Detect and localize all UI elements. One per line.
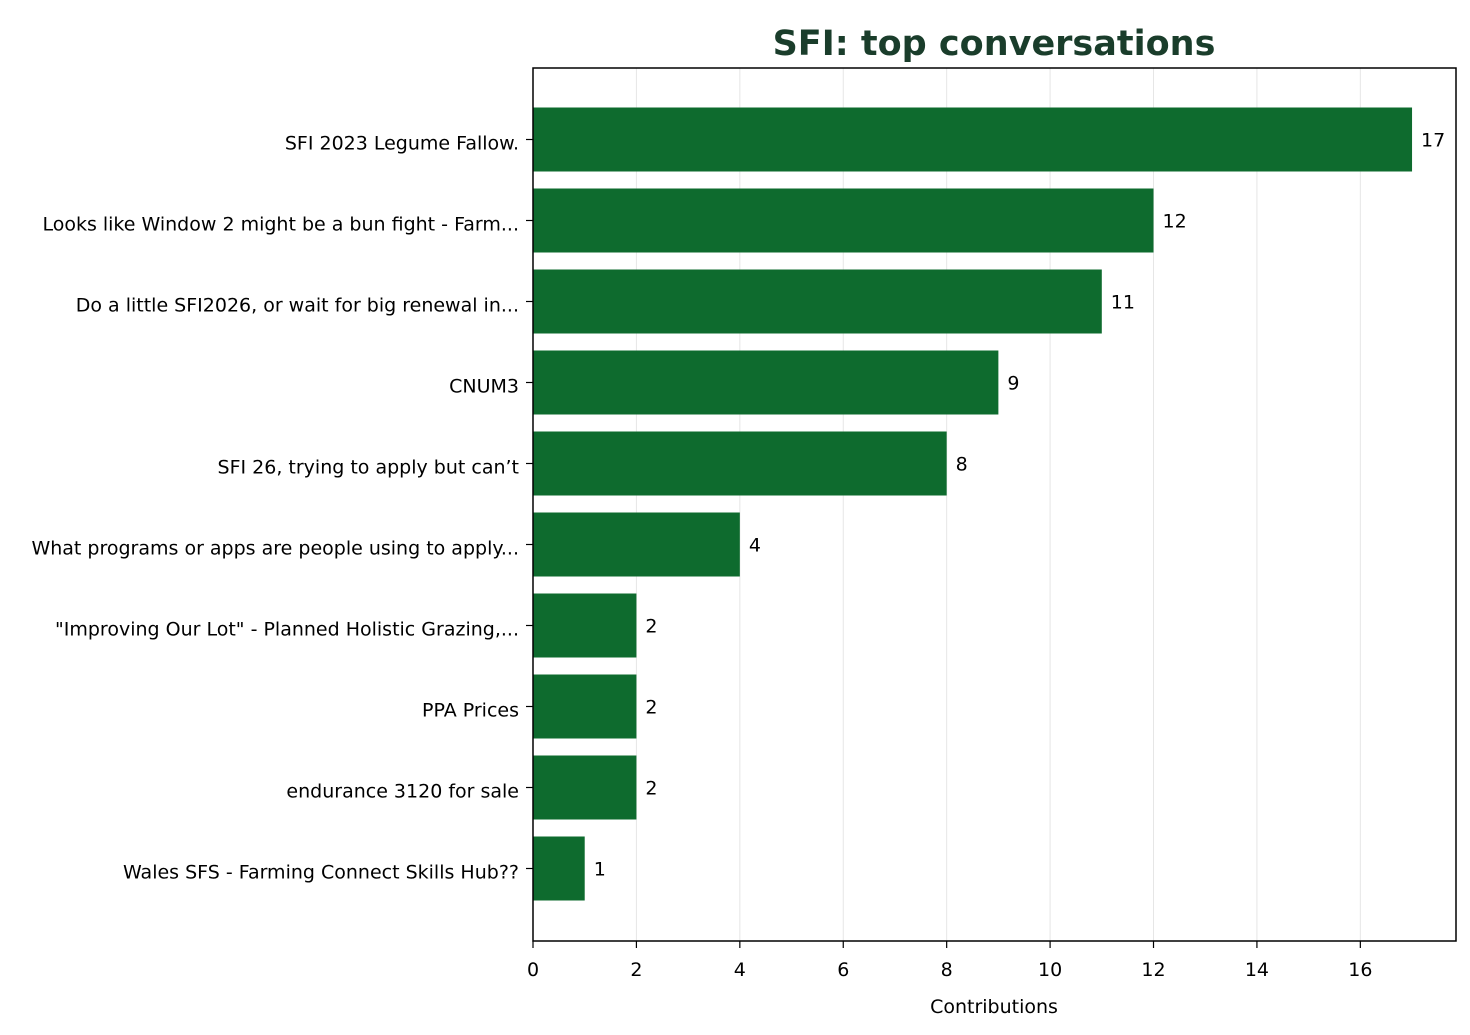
value-label: 2 — [645, 697, 657, 719]
category-label: Do a little SFI2026, or wait for big ren… — [76, 295, 519, 317]
x-axis-label: Contributions — [930, 996, 1058, 1018]
category-label: What programs or apps are people using t… — [31, 538, 519, 560]
bars — [533, 107, 1413, 901]
plot-frame — [532, 67, 1457, 942]
bar — [533, 674, 637, 739]
value-label: 8 — [956, 454, 968, 476]
x-tick-label: 14 — [1245, 959, 1269, 981]
x-tick-label: 8 — [941, 959, 953, 981]
chart-title: SFI: top conversations — [773, 24, 1216, 64]
category-labels: SFI 2023 Legume Fallow. Looks like Window… — [31, 133, 533, 884]
value-label: 12 — [1163, 211, 1187, 233]
x-tick-label: 10 — [1038, 959, 1062, 981]
bar — [533, 512, 740, 577]
category-label: Wales SFS - Farming Connect Skills Hub?? — [123, 862, 519, 884]
category-label: endurance 3120 for sale — [286, 781, 519, 803]
x-tick-label: 6 — [837, 959, 849, 981]
x-tick-label: 0 — [527, 959, 539, 981]
bar — [533, 107, 1413, 172]
value-label: 2 — [645, 616, 657, 638]
value-labels: 17 12 11 9 8 4 2 2 2 1 — [594, 130, 1446, 881]
category-label: PPA Prices — [422, 700, 519, 722]
value-label: 1 — [594, 859, 606, 881]
x-axis-ticks: 0 2 4 6 8 10 12 14 16 — [527, 941, 1372, 981]
category-label: CNUM3 — [449, 376, 519, 398]
category-label: SFI 2023 Legume Fallow. — [285, 133, 519, 155]
value-label: 11 — [1111, 292, 1135, 314]
category-label: SFI 26, trying to apply but can’t — [218, 457, 519, 479]
bar — [533, 593, 637, 658]
bar — [533, 836, 585, 901]
value-label: 17 — [1421, 130, 1445, 152]
value-label: 9 — [1007, 373, 1019, 395]
bar — [533, 188, 1154, 253]
category-label: Looks like Window 2 might be a bun fight… — [42, 214, 519, 236]
value-label: 4 — [749, 535, 761, 557]
bar — [533, 755, 637, 820]
value-label: 2 — [645, 778, 657, 800]
category-label: "Improving Our Lot" - Planned Holistic G… — [55, 619, 519, 641]
x-tick-label: 16 — [1348, 959, 1372, 981]
x-tick-label: 12 — [1141, 959, 1165, 981]
x-tick-label: 4 — [734, 959, 746, 981]
bar — [533, 350, 999, 415]
x-tick-label: 2 — [630, 959, 642, 981]
bar — [533, 431, 947, 496]
bar — [533, 269, 1102, 334]
